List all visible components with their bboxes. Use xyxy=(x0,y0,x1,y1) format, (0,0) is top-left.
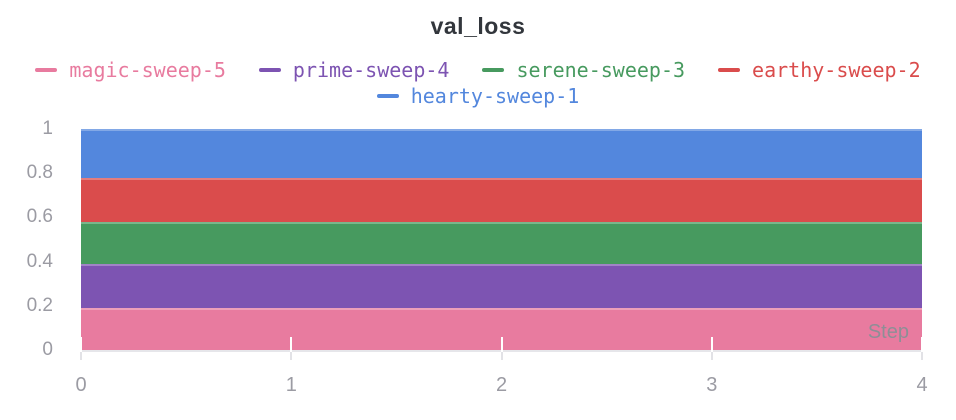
panel-title: val_loss xyxy=(430,13,526,39)
x-tick-mark xyxy=(290,352,293,360)
x-tick-mark xyxy=(921,337,923,352)
x-tick-mark xyxy=(921,352,923,360)
x-tick-mark xyxy=(500,352,503,360)
legend-label: earthy-sweep-2 xyxy=(752,58,921,82)
y-tick-label: 0.6 xyxy=(26,206,53,228)
x-tick-mark xyxy=(290,337,293,352)
x-tick-mark xyxy=(500,337,503,352)
legend-label: serene-sweep-3 xyxy=(516,58,686,82)
legend-swatch-icon xyxy=(35,68,58,72)
legend-label: magic-sweep-5 xyxy=(69,58,226,82)
y-tick-label: 0.8 xyxy=(26,162,53,184)
series-area-prime-sweep-4[interactable] xyxy=(81,263,922,309)
series-area-earthy-sweep-2[interactable] xyxy=(81,177,922,222)
x-tick-label: 3 xyxy=(706,374,718,396)
x-tick-mark xyxy=(710,337,713,352)
x-tick-mark xyxy=(80,337,82,352)
y-tick-label: 0.2 xyxy=(26,294,53,316)
x-axis-title: Step xyxy=(867,321,909,343)
plot-area[interactable] xyxy=(81,129,922,350)
legend-swatch-icon xyxy=(376,94,399,98)
legend: magic-sweep-5 prime-sweep-4 serene-sweep-3… xyxy=(0,58,956,108)
legend-item-hearty-sweep-1[interactable]: hearty-sweep-1 xyxy=(376,84,580,108)
x-tick-label: 0 xyxy=(75,374,87,396)
legend-swatch-icon xyxy=(718,68,741,72)
x-tick-label: 4 xyxy=(916,374,928,396)
series-area-serene-sweep-3[interactable] xyxy=(81,221,922,264)
y-tick-label: 0 xyxy=(42,339,53,360)
x-tick-label: 2 xyxy=(495,374,508,396)
legend-swatch-icon xyxy=(482,68,505,72)
legend-label: prime-sweep-4 xyxy=(292,58,450,82)
x-tick-mark xyxy=(710,352,713,360)
x-tick-label: 1 xyxy=(285,374,297,396)
y-tick-label: 1 xyxy=(42,118,53,139)
legend-item-magic-sweep-5[interactable]: magic-sweep-5 xyxy=(35,58,226,82)
y-tick-label: 0.4 xyxy=(26,250,53,272)
legend-item-earthy-sweep-2[interactable]: earthy-sweep-2 xyxy=(718,58,921,82)
series-area-hearty-sweep-1[interactable] xyxy=(81,129,922,178)
legend-label: hearty-sweep-1 xyxy=(410,84,580,108)
legend-item-prime-sweep-4[interactable]: prime-sweep-4 xyxy=(258,58,450,82)
legend-swatch-icon xyxy=(258,68,281,72)
legend-item-serene-sweep-3[interactable]: serene-sweep-3 xyxy=(482,58,686,82)
x-tick-mark xyxy=(80,352,82,360)
